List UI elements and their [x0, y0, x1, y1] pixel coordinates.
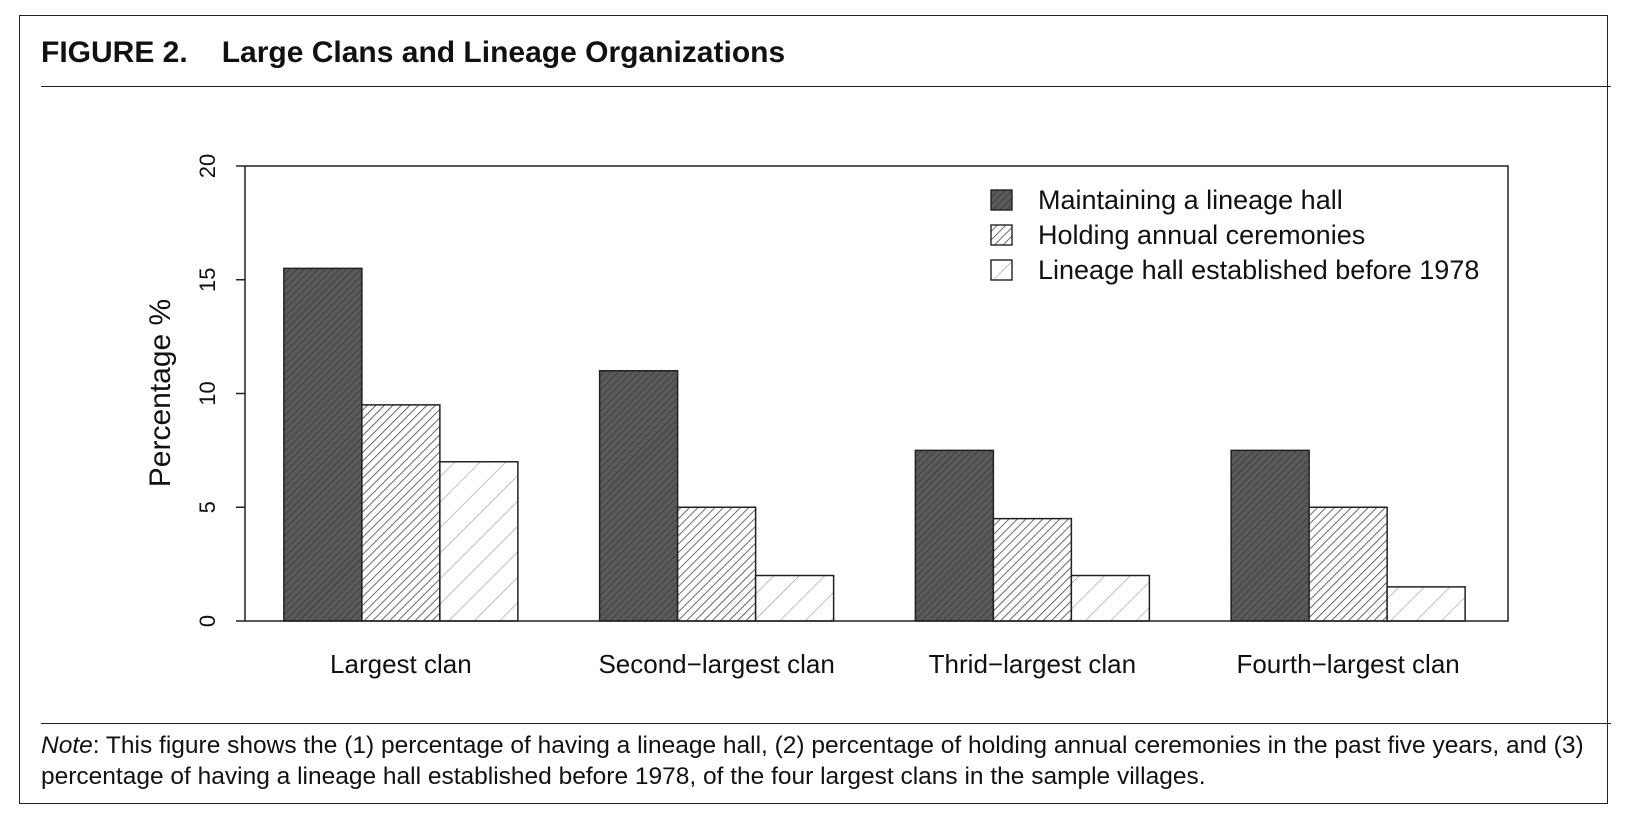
- y-tick-label: 10: [195, 381, 220, 405]
- y-tick-label: 5: [195, 501, 220, 513]
- bar-3-3: [1070, 574, 1151, 622]
- figure-note: Note: This figure shows the (1) percenta…: [41, 730, 1616, 792]
- legend-label: Holding annual ceremonies: [1038, 220, 1365, 250]
- y-tick-label: 15: [195, 268, 220, 292]
- note-rule: [41, 723, 1611, 724]
- bar-2-4: [1308, 506, 1388, 622]
- bar-2-2: [676, 506, 757, 622]
- plot-area-border: [244, 165, 1509, 622]
- bar-1-2: [598, 370, 679, 622]
- legend-swatch: [990, 259, 1013, 281]
- bar-1-1: [283, 267, 363, 622]
- note-lead: Note: [41, 732, 93, 759]
- note-text: : This figure shows the (1) percentage o…: [41, 732, 1584, 790]
- title-rule: [41, 86, 1611, 87]
- legend-swatch: [990, 224, 1013, 246]
- bars: [283, 267, 1466, 622]
- legend-swatch: [990, 189, 1013, 211]
- x-tick-label: Second−largest clan: [598, 649, 834, 679]
- bar-3-1: [439, 461, 519, 622]
- y-tick-label: 0: [195, 615, 220, 627]
- x-axis-labels: Largest clan Second−largest clan Thrid−lar…: [330, 649, 1460, 679]
- figure-heading: FIGURE 2. Large Clans and Lineage Organiz…: [41, 36, 785, 70]
- y-axis: 0 5 10 15 20: [195, 154, 245, 627]
- bar-3-2: [754, 574, 835, 622]
- figure-number: FIGURE 2.: [41, 36, 188, 69]
- bar-2-3: [992, 517, 1073, 622]
- legend-label: Lineage hall established before 1978: [1038, 255, 1479, 285]
- figure-frame: [19, 15, 1608, 804]
- y-axis-title: Percentage %: [144, 299, 177, 487]
- x-tick-label: Largest clan: [330, 649, 472, 679]
- legend: Maintaining a lineage hall Holding annual…: [990, 185, 1479, 285]
- legend-label: Maintaining a lineage hall: [1038, 185, 1343, 215]
- y-tick-label: 20: [195, 154, 220, 178]
- bar-1-3: [914, 449, 995, 622]
- x-tick-label: Thrid−largest clan: [929, 649, 1136, 679]
- bar-2-1: [361, 404, 441, 622]
- bar-3-4: [1386, 586, 1466, 622]
- figure-title: Large Clans and Lineage Organizations: [221, 36, 786, 69]
- bar-1-4: [1230, 449, 1310, 622]
- x-tick-label: Fourth−largest clan: [1236, 649, 1459, 679]
